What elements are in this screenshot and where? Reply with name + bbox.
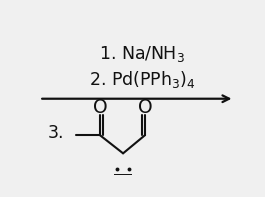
Text: 2. Pd(PPh$_3$)$_4$: 2. Pd(PPh$_3$)$_4$: [89, 69, 195, 90]
Text: 3.: 3.: [47, 124, 64, 142]
Text: O: O: [92, 98, 107, 117]
Text: O: O: [138, 98, 152, 117]
Text: 1. Na/NH$_3$: 1. Na/NH$_3$: [99, 44, 185, 64]
